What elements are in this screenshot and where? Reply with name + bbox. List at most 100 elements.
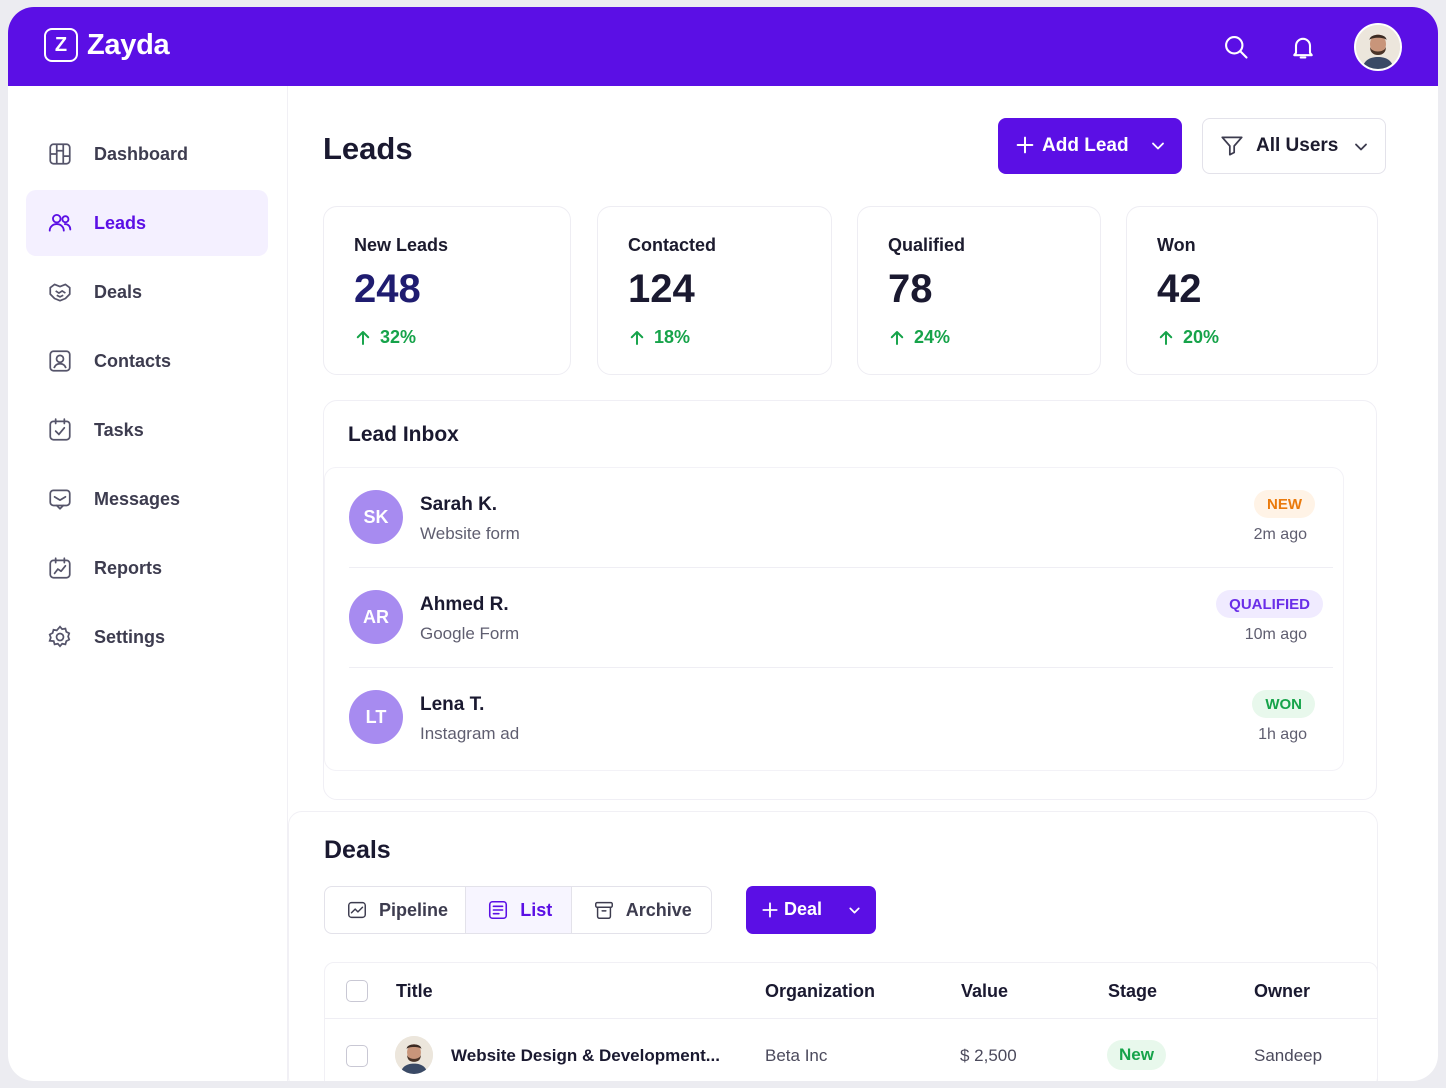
sidebar-item-settings[interactable]: Settings: [26, 604, 268, 670]
sidebar-item-deals[interactable]: Deals: [26, 259, 268, 325]
user-avatar[interactable]: [1354, 23, 1402, 71]
lead-row[interactable]: SK Sarah K. Website form NEW 2m ago: [325, 468, 1343, 568]
search-icon[interactable]: [1222, 33, 1250, 61]
lead-name: Ahmed R.: [420, 594, 509, 615]
view-label: List: [520, 899, 553, 920]
sidebar-item-label: Messages: [94, 488, 181, 509]
table-header: Title Organization Value Stage Owner: [325, 963, 1377, 1019]
lead-row[interactable]: AR Ahmed R. Google Form QUALIFIED 10m ag…: [325, 568, 1343, 668]
archive-icon: [594, 901, 613, 919]
column-header-title[interactable]: Title: [396, 981, 433, 1001]
stage-badge: New: [1107, 1040, 1166, 1070]
sidebar-item-contacts[interactable]: Contacts: [26, 328, 268, 394]
stat-card-new-leads[interactable]: New Leads 248 32%: [323, 206, 571, 375]
contact-icon: [49, 350, 71, 372]
lead-list: SK Sarah K. Website form NEW 2m ago AR A…: [324, 467, 1344, 771]
stat-value: 248: [354, 267, 421, 311]
app-window: Z Zayda Dashboard Leads Deals Contacts T…: [8, 7, 1438, 1081]
list-icon: [489, 900, 508, 920]
sidebar-item-dashboard[interactable]: Dashboard: [26, 121, 268, 187]
user-photo: [1356, 25, 1400, 69]
stat-card-won[interactable]: Won 42 20%: [1126, 206, 1378, 375]
sidebar-item-label: Dashboard: [94, 143, 189, 164]
stat-label: Qualified: [888, 235, 966, 255]
select-all-checkbox[interactable]: [346, 980, 368, 1002]
view-pipeline[interactable]: Pipeline: [325, 887, 467, 933]
deal-organization: Beta Inc: [765, 1046, 828, 1065]
deals-title: Deals: [324, 836, 391, 864]
stat-card-contacted[interactable]: Contacted 124 18%: [597, 206, 832, 375]
all-users-filter[interactable]: All Users: [1202, 118, 1386, 174]
sidebar-item-leads[interactable]: Leads: [26, 190, 268, 256]
all-users-label: All Users: [1256, 135, 1339, 156]
view-label: Archive: [625, 899, 692, 920]
sidebar-item-messages[interactable]: Messages: [26, 466, 268, 532]
plus-icon: [1016, 136, 1034, 154]
view-list[interactable]: List: [466, 887, 572, 933]
stat-card-qualified[interactable]: Qualified 78 24%: [857, 206, 1101, 375]
filter-icon: [1221, 136, 1243, 156]
plus-icon: [762, 902, 778, 918]
lead-row[interactable]: LT Lena T. Instagram ad WON 1h ago: [325, 668, 1343, 768]
owner-photo: [395, 1036, 433, 1074]
column-header-value[interactable]: Value: [961, 981, 1009, 1001]
page-title: Leads: [323, 131, 413, 166]
dashboard-icon: [49, 143, 71, 165]
lead-time: 1h ago: [1258, 726, 1307, 743]
add-lead-label: Add Lead: [1042, 135, 1129, 156]
add-lead-button[interactable]: Add Lead: [998, 118, 1182, 174]
lead-time: 10m ago: [1244, 626, 1307, 643]
stat-delta-value: 32%: [380, 327, 417, 347]
lead-inbox: Lead Inbox SK Sarah K. Website form NEW …: [323, 400, 1377, 800]
arrow-up-icon: [356, 330, 370, 345]
logo-mark: Z: [44, 28, 78, 62]
add-deal-button[interactable]: Deal: [746, 886, 876, 934]
add-deal-label: Deal: [784, 899, 823, 919]
stat-delta: 32%: [354, 327, 416, 348]
bell-icon[interactable]: [1289, 33, 1317, 61]
sidebar-item-reports[interactable]: Reports: [26, 535, 268, 601]
message-icon: [49, 489, 71, 510]
handshake-icon: [49, 283, 71, 302]
stat-delta-value: 24%: [914, 327, 951, 347]
row-divider: [349, 566, 1333, 568]
reports-icon: [49, 557, 71, 579]
stat-delta: 20%: [1157, 327, 1219, 348]
sidebar-item-label: Tasks: [94, 419, 144, 440]
row-checkbox[interactable]: [346, 1045, 368, 1067]
sidebar-item-label: Settings: [94, 626, 166, 647]
sidebar: Dashboard Leads Deals Contacts Tasks Mes…: [8, 86, 288, 1081]
lead-name: Lena T.: [420, 694, 485, 715]
view-archive[interactable]: Archive: [572, 887, 711, 933]
sidebar-item-tasks[interactable]: Tasks: [26, 397, 268, 463]
users-icon: [48, 213, 72, 232]
lead-source: Website form: [420, 524, 520, 543]
sidebar-item-label: Leads: [94, 212, 147, 233]
app-logo[interactable]: Z Zayda: [44, 28, 170, 62]
sidebar-item-label: Contacts: [94, 350, 172, 371]
chevron-down-icon[interactable]: [846, 902, 863, 919]
view-label: Pipeline: [379, 899, 449, 920]
column-header-organization[interactable]: Organization: [765, 981, 876, 1001]
arrow-up-icon: [890, 330, 904, 345]
lead-source: Instagram ad: [420, 724, 520, 743]
status-badge: NEW: [1254, 490, 1315, 518]
lead-avatar: AR: [349, 590, 403, 644]
lead-avatar: LT: [349, 690, 403, 744]
lead-name: Sarah K.: [420, 494, 498, 515]
row-divider: [349, 666, 1333, 668]
deal-title[interactable]: Website Design & Development...: [451, 1046, 720, 1065]
gear-icon: [48, 625, 71, 648]
chart-line-icon: [348, 901, 366, 919]
stat-delta-value: 20%: [1183, 327, 1220, 347]
column-header-owner[interactable]: Owner: [1254, 981, 1311, 1001]
chevron-down-icon: [1355, 143, 1367, 151]
deals-section: Deals Pipeline List Archive Deal Titl: [288, 811, 1378, 1081]
chevron-down-icon[interactable]: [1148, 136, 1168, 156]
lead-avatar: SK: [349, 490, 403, 544]
stat-value: 124: [628, 267, 695, 311]
stat-delta: 24%: [888, 327, 950, 348]
stat-delta-value: 18%: [654, 327, 691, 347]
lead-time: 2m ago: [1253, 526, 1307, 543]
column-header-stage[interactable]: Stage: [1108, 981, 1158, 1001]
